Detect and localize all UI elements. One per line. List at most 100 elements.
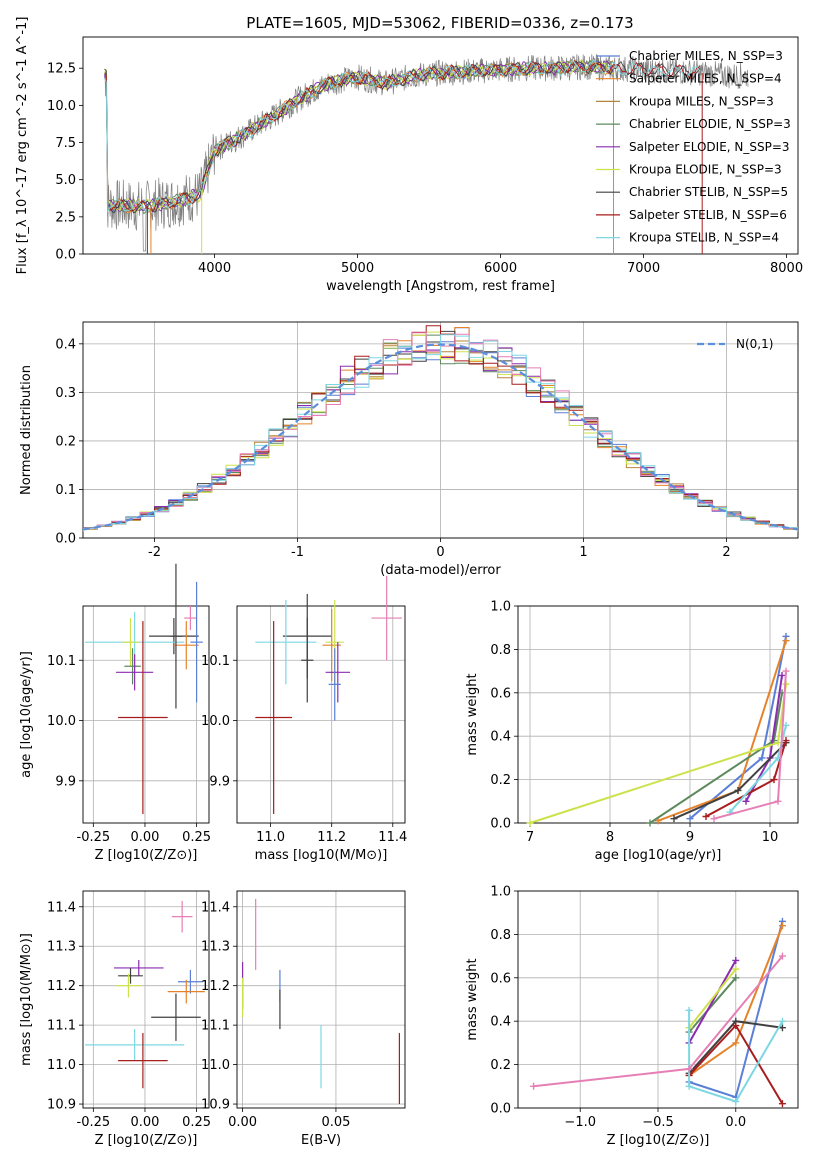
axes-frame bbox=[236, 890, 406, 1109]
mass-weight-marker bbox=[710, 815, 718, 823]
legend-label: Chabrier STELIB, N_SSP=5 bbox=[629, 185, 788, 199]
axes-frame bbox=[82, 36, 799, 255]
axes-frame bbox=[82, 890, 210, 1109]
mass-weight-line bbox=[688, 977, 737, 1033]
x-tick-label: 0.0 bbox=[725, 1115, 746, 1130]
y-tick-label: 11.3 bbox=[47, 940, 76, 955]
mass-weight-line bbox=[673, 741, 787, 820]
x-axis-label: (data-model)/error bbox=[380, 563, 501, 578]
y-tick-label: 0.4 bbox=[55, 337, 76, 352]
y-tick-label: 9.9 bbox=[209, 774, 230, 789]
model-spectrum-line bbox=[104, 60, 701, 214]
x-tick-label: 11.0 bbox=[256, 830, 285, 845]
y-tick-label: 0.6 bbox=[490, 686, 511, 701]
x-tick-label: 0.25 bbox=[182, 830, 211, 845]
mass-weight-marker bbox=[685, 1006, 693, 1014]
legend-label: Kroupa MILES, N_SSP=3 bbox=[629, 94, 774, 108]
x-tick-label: 0.25 bbox=[182, 1115, 211, 1130]
age-vs-z-panel: -0.25 0.00 0.25 9.9 10.0 10.1 Z [log10(Z/Z⊙)] a… bbox=[19, 563, 211, 863]
y-tick-label: 10.9 bbox=[201, 1098, 230, 1113]
spectrum-panel: 4000 5000 6000 7000 8000 0.0 2.5 5.0 7.5 10.0 12.5… bbox=[15, 17, 803, 294]
model-spectrum-line bbox=[104, 58, 701, 213]
mass-weight-marker bbox=[732, 1097, 740, 1105]
y-tick-label: 0.6 bbox=[490, 971, 511, 986]
y-tick-label: 0.3 bbox=[55, 386, 76, 401]
y-tick-label: 11.1 bbox=[201, 1019, 230, 1034]
x-tick-label: 0.00 bbox=[130, 1115, 159, 1130]
mass-weight-marker bbox=[685, 1065, 693, 1073]
mass-weight-marker bbox=[732, 974, 740, 982]
x-tick-label: 9 bbox=[686, 830, 694, 845]
model-spectrum-line bbox=[104, 58, 615, 213]
y-tick-label: 0.0 bbox=[490, 1102, 511, 1117]
y-tick-label: 0.2 bbox=[55, 434, 76, 449]
y-tick-label: 1.0 bbox=[490, 885, 511, 900]
mass-vs-ebv-panel: 0.00 0.05 10.9 11.0 11.1 11.2 11.3 11.4 E(B-V) bbox=[201, 890, 406, 1148]
mass-weight-marker bbox=[530, 1082, 538, 1090]
legend-label: Chabrier ELODIE, N_SSP=3 bbox=[629, 117, 791, 131]
mass-vs-z-panel: -0.25 0.00 0.25 10.9 11.0 11.1 11.2 11.3 11.4 Z [… bbox=[19, 890, 211, 1148]
legend-label: Salpeter STELIB, N_SSP=6 bbox=[629, 208, 787, 222]
y-tick-label: 11.2 bbox=[201, 979, 230, 994]
axes-frame bbox=[82, 605, 210, 824]
mass-weight-marker bbox=[778, 1100, 786, 1108]
y-tick-label: 0.8 bbox=[490, 928, 511, 943]
y-axis-label: mass weight bbox=[465, 673, 480, 755]
mass-weight-marker bbox=[778, 922, 786, 930]
mass-weight-line bbox=[688, 968, 737, 1029]
y-tick-label: 0.4 bbox=[490, 1015, 511, 1030]
mass-weight-marker bbox=[685, 1082, 693, 1090]
x-tick-label: 7000 bbox=[627, 261, 660, 276]
y-tick-label: 7.5 bbox=[55, 136, 76, 151]
x-tick-label: 0.00 bbox=[228, 1115, 257, 1130]
mass-weight-line bbox=[745, 675, 783, 802]
x-tick-label: 7 bbox=[526, 830, 534, 845]
y-tick-label: 10.9 bbox=[47, 1098, 76, 1113]
mass-weight-marker bbox=[732, 1022, 740, 1030]
observed-spectrum-line bbox=[104, 54, 749, 252]
x-tick-label: 10 bbox=[762, 830, 779, 845]
mass-weight-marker bbox=[732, 956, 740, 964]
legend-label: Chabrier MILES, N_SSP=3 bbox=[629, 49, 783, 63]
residuals-legend: N(0,1) bbox=[697, 337, 773, 351]
x-tick-label: -0.25 bbox=[77, 1115, 111, 1130]
mass-weight-marker bbox=[686, 815, 694, 823]
y-axis-label: mass [log10(M/M⊙)] bbox=[19, 933, 34, 1066]
model-spectrum-line bbox=[104, 60, 615, 213]
legend-label: Kroupa STELIB, N_SSP=4 bbox=[629, 231, 779, 245]
mass-weight-marker bbox=[770, 776, 778, 784]
y-axis-label: Normed distribution bbox=[19, 365, 34, 495]
y-tick-label: 10.1 bbox=[47, 654, 76, 669]
y-tick-label: 11.1 bbox=[47, 1019, 76, 1034]
legend-label: N(0,1) bbox=[736, 337, 773, 351]
y-tick-label: 11.0 bbox=[201, 1058, 230, 1073]
mass-weight-marker bbox=[782, 737, 790, 745]
mass-weight-marker bbox=[702, 812, 710, 820]
x-tick-label: −1.0 bbox=[564, 1115, 596, 1130]
y-tick-label: 0.8 bbox=[490, 643, 511, 658]
x-tick-label: 5000 bbox=[341, 261, 374, 276]
y-tick-label: 12.5 bbox=[47, 62, 76, 77]
y-axis-label: age [log10(age/yr)] bbox=[19, 651, 34, 778]
axes-frame bbox=[82, 321, 799, 539]
x-tick-label: 11.2 bbox=[317, 830, 346, 845]
y-axis-label: mass weight bbox=[465, 958, 480, 1040]
x-tick-label: -1 bbox=[291, 545, 304, 560]
model-spectrum-line bbox=[104, 59, 701, 213]
x-axis-label: E(B-V) bbox=[301, 1133, 341, 1148]
x-axis-label: Z [log10(Z/Z⊙)] bbox=[95, 848, 198, 863]
y-tick-label: 11.0 bbox=[47, 1058, 76, 1073]
mass-weight-line bbox=[529, 683, 787, 824]
x-tick-label: 0 bbox=[436, 545, 444, 560]
residuals-panel: -2 -1 0 1 2 0.0 0.1 0.2 0.3 0.4 (data-model)/error… bbox=[19, 321, 799, 578]
mass-weight-marker bbox=[734, 786, 742, 794]
y-tick-label: 2.5 bbox=[55, 210, 76, 225]
y-tick-label: 11.2 bbox=[47, 979, 76, 994]
mass-weight-marker bbox=[732, 965, 740, 973]
mass-weight-marker bbox=[778, 671, 786, 679]
x-axis-label: wavelength [Angstrom, rest frame] bbox=[326, 279, 555, 294]
axes-frame bbox=[236, 605, 406, 824]
legend-label: Kroupa ELODIE, N_SSP=3 bbox=[629, 163, 782, 177]
mass-weight-marker bbox=[782, 637, 790, 645]
axes-frame bbox=[517, 890, 799, 1109]
